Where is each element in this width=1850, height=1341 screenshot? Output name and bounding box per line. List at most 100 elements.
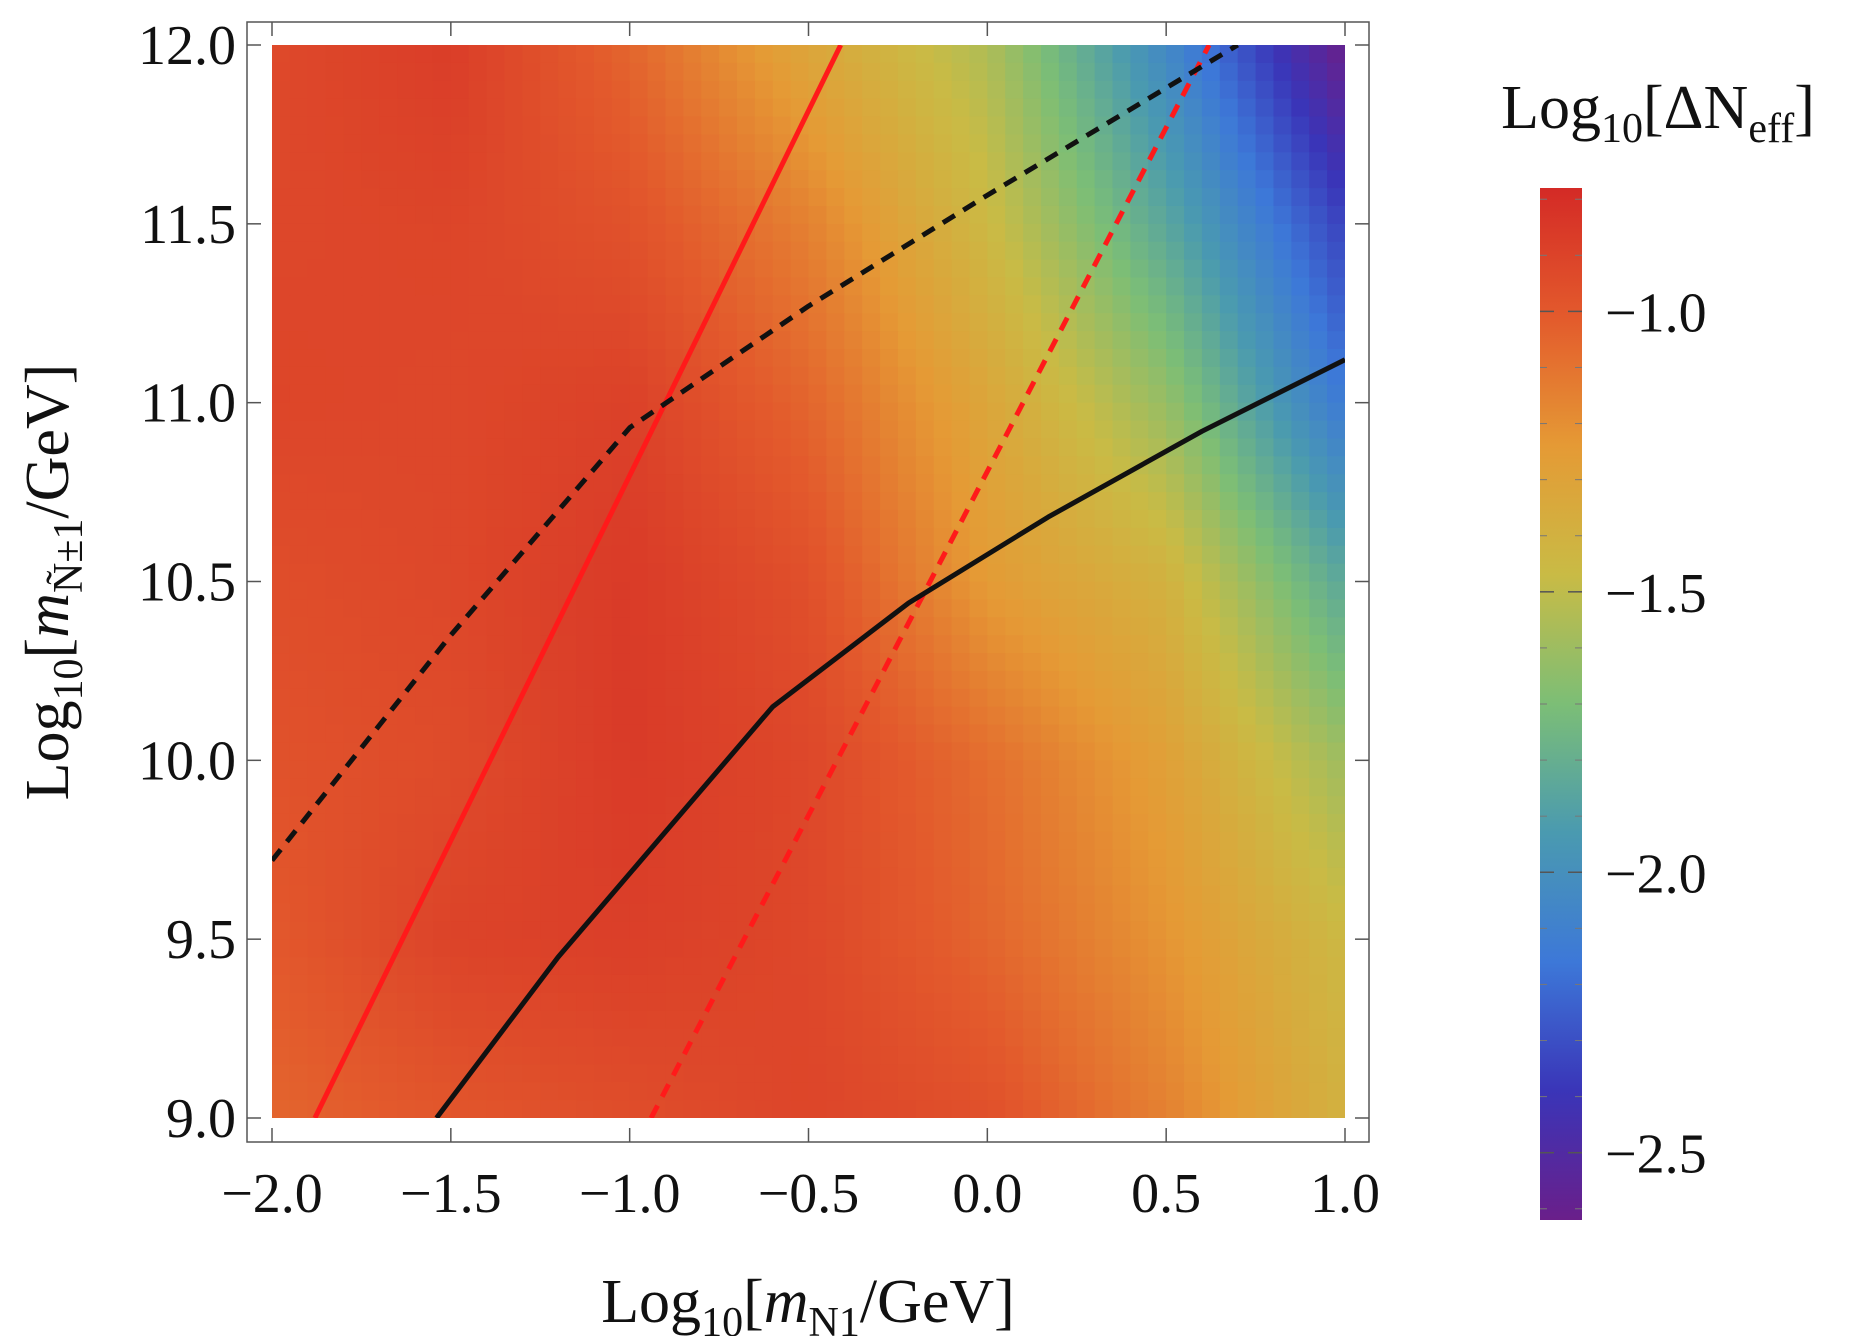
heatmap-cell <box>1058 98 1078 118</box>
heatmap-cell <box>1076 992 1096 1012</box>
heatmap-cell <box>1273 205 1293 225</box>
heatmap-cell <box>951 45 971 64</box>
heatmap-cell <box>325 366 345 386</box>
heatmap-cell <box>987 903 1007 923</box>
heatmap-cell <box>951 134 971 154</box>
heatmap-cell <box>593 188 613 207</box>
heatmap-cell <box>1184 831 1203 851</box>
heatmap-cell <box>325 885 345 905</box>
heatmap-cell <box>826 992 846 1012</box>
heatmap-cell <box>736 98 756 118</box>
heatmap-cell <box>379 724 398 744</box>
heatmap-cell <box>1237 1010 1257 1030</box>
black-solid-line <box>434 357 1345 1118</box>
heatmap-cell <box>969 116 989 136</box>
heatmap-cell <box>415 724 434 744</box>
heatmap-cell <box>450 992 470 1012</box>
heatmap-cell <box>289 116 309 136</box>
heatmap-cell <box>1148 313 1167 332</box>
heatmap-cell <box>1112 581 1132 601</box>
heatmap-cell <box>862 706 881 726</box>
heatmap-cell <box>772 599 792 619</box>
heatmap-cell <box>647 813 667 833</box>
heatmap-cell <box>1327 98 1345 118</box>
heatmap-cell <box>289 384 309 404</box>
heatmap-cell <box>1005 957 1024 976</box>
heatmap-cell <box>719 241 738 261</box>
heatmap-cell <box>504 1100 524 1118</box>
heatmap-cell <box>1148 331 1167 350</box>
heatmap-cell <box>1201 402 1221 422</box>
heatmap-cell <box>486 617 506 636</box>
heatmap-cell <box>969 1100 989 1118</box>
heatmap-cell <box>397 957 416 976</box>
heatmap-cell <box>647 635 667 654</box>
heatmap-cell <box>683 992 702 1012</box>
heatmap-cell <box>361 903 381 923</box>
heatmap-cell <box>397 563 416 583</box>
heatmap-cell <box>432 599 452 619</box>
heatmap-cell <box>540 688 559 708</box>
heatmap-cell <box>289 849 309 869</box>
heatmap-cell <box>1023 331 1042 350</box>
heatmap-cell <box>1309 885 1328 905</box>
heatmap-cell <box>826 1010 846 1030</box>
colorbar-title: Log10[ΔNeff] <box>1501 74 1815 152</box>
heatmap-cell <box>665 724 685 744</box>
heatmap-cell <box>611 599 631 619</box>
heatmap-cell <box>1112 402 1132 422</box>
heatmap-cell <box>862 331 881 350</box>
heatmap-cell <box>307 939 327 958</box>
heatmap-cell <box>1058 1064 1078 1084</box>
heatmap-cell <box>1148 670 1167 690</box>
heatmap-cell <box>719 670 738 690</box>
heatmap-cell <box>468 80 488 100</box>
heatmap-cell <box>1112 813 1132 833</box>
heatmap-cell <box>933 62 953 82</box>
heatmap-cell <box>897 635 917 654</box>
heatmap-cell <box>933 921 953 940</box>
heatmap-cell <box>272 420 291 440</box>
heatmap-cell <box>862 760 881 780</box>
heatmap-cell <box>719 492 738 511</box>
heatmap-cell <box>1309 974 1328 994</box>
heatmap-cell <box>719 331 738 350</box>
heatmap-cell <box>415 831 434 851</box>
heatmap-cell <box>772 62 792 82</box>
heatmap-cell <box>325 1010 345 1030</box>
heatmap-cell <box>1219 992 1239 1012</box>
heatmap-cell <box>468 134 488 154</box>
heatmap-cell <box>1219 134 1239 154</box>
heatmap-cell <box>844 1028 863 1048</box>
heatmap-cell <box>1166 921 1185 940</box>
heatmap-cell <box>1309 939 1328 958</box>
heatmap-cell <box>987 849 1007 869</box>
heatmap-cell <box>897 563 917 583</box>
heatmap-cell <box>361 778 381 797</box>
heatmap-cell <box>647 1010 667 1030</box>
heatmap-cell <box>1184 1028 1203 1048</box>
heatmap-cell <box>1040 259 1060 279</box>
heatmap-cell <box>683 1064 702 1084</box>
heatmap-cell <box>969 813 989 833</box>
heatmap-cell <box>969 134 989 154</box>
heatmap-cell <box>540 492 559 511</box>
heatmap-cell <box>1166 1046 1185 1066</box>
heatmap-cell <box>343 599 363 619</box>
heatmap-cell <box>289 438 309 458</box>
heatmap-cell <box>754 581 774 601</box>
heatmap-cell <box>272 259 291 279</box>
heatmap-cell <box>1327 545 1345 565</box>
heatmap-cell <box>1076 760 1096 780</box>
heatmap-cell <box>1023 134 1042 154</box>
heatmap-cell <box>897 349 917 368</box>
heatmap-cell <box>880 116 899 136</box>
heatmap-cell <box>951 313 971 332</box>
heatmap-cell <box>432 384 452 404</box>
heatmap-cell <box>397 1100 416 1118</box>
heatmap-cell <box>683 205 702 225</box>
heatmap-cell <box>432 1028 452 1048</box>
heatmap-cell <box>307 349 327 368</box>
heatmap-cell <box>647 241 667 261</box>
